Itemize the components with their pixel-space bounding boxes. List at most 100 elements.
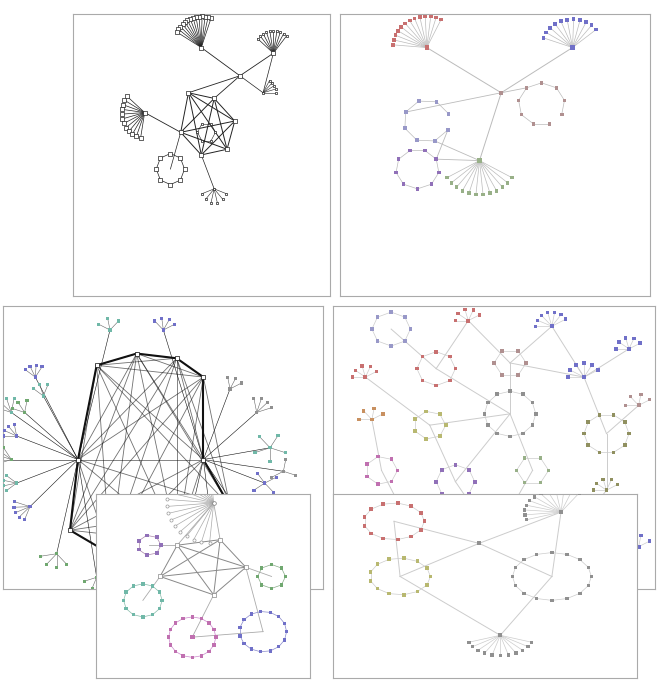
Point xyxy=(155,174,166,185)
Point xyxy=(1,470,12,481)
Point xyxy=(184,576,195,587)
Point xyxy=(636,389,646,400)
Point xyxy=(482,397,493,408)
Point xyxy=(413,517,424,528)
Point xyxy=(206,197,216,208)
Point xyxy=(170,646,181,657)
Point xyxy=(198,454,209,465)
Point xyxy=(523,642,533,652)
Point xyxy=(387,39,398,50)
Point xyxy=(420,145,430,156)
Point xyxy=(495,650,506,661)
Point xyxy=(251,407,262,418)
Point xyxy=(255,432,265,443)
Point xyxy=(519,477,530,488)
Point xyxy=(175,526,185,537)
Point xyxy=(165,148,176,159)
Point xyxy=(158,325,169,336)
Point xyxy=(278,466,288,477)
Point xyxy=(574,517,585,528)
Point xyxy=(206,118,216,129)
Point xyxy=(505,533,515,543)
Point xyxy=(198,372,209,383)
Point xyxy=(188,12,199,23)
Point xyxy=(624,428,634,439)
Point xyxy=(10,496,20,507)
Point xyxy=(464,188,475,199)
Point xyxy=(543,486,553,497)
Point xyxy=(436,14,446,25)
Point xyxy=(543,307,553,318)
Point xyxy=(431,154,442,165)
Point xyxy=(593,364,603,375)
Point xyxy=(636,530,646,541)
Point xyxy=(551,82,562,93)
Point xyxy=(0,449,1,460)
Point xyxy=(372,312,383,323)
Point xyxy=(497,370,508,381)
Point xyxy=(280,447,290,458)
Point xyxy=(581,17,591,28)
Point xyxy=(426,179,437,190)
Point xyxy=(280,454,291,465)
Point xyxy=(556,109,567,120)
Point xyxy=(574,554,585,565)
Point xyxy=(3,421,14,432)
Point xyxy=(187,612,197,622)
Point xyxy=(463,637,474,648)
Point xyxy=(608,447,618,458)
Point xyxy=(386,454,397,464)
Point xyxy=(151,548,162,558)
Point xyxy=(121,91,132,101)
Point xyxy=(209,589,219,601)
Point xyxy=(516,109,527,120)
Point xyxy=(482,419,493,430)
Point xyxy=(281,31,292,42)
Point xyxy=(0,397,5,408)
Point xyxy=(393,25,403,36)
Point xyxy=(175,469,185,479)
Point xyxy=(566,486,577,496)
Point xyxy=(6,407,16,418)
Point xyxy=(495,630,506,641)
Point xyxy=(612,479,623,490)
Point xyxy=(269,80,279,91)
Point xyxy=(507,571,517,582)
Point xyxy=(565,364,576,375)
Point xyxy=(30,372,40,383)
Point xyxy=(373,479,383,490)
Point xyxy=(386,340,397,351)
Point xyxy=(196,650,207,661)
Point xyxy=(151,163,162,174)
Point xyxy=(14,511,24,522)
Point xyxy=(350,365,360,376)
Point xyxy=(416,507,426,518)
Point xyxy=(154,586,165,597)
Point xyxy=(182,464,192,475)
Point xyxy=(154,571,165,582)
Point xyxy=(197,118,207,129)
Point xyxy=(422,580,432,590)
Point xyxy=(390,30,401,41)
Point xyxy=(398,179,409,190)
Point xyxy=(281,627,292,637)
Point xyxy=(359,520,370,531)
Point xyxy=(525,495,535,506)
Point xyxy=(0,475,9,486)
Point xyxy=(243,524,253,535)
Point xyxy=(0,402,1,413)
Point xyxy=(469,476,480,487)
Point xyxy=(170,521,180,532)
Point xyxy=(175,174,185,185)
Point xyxy=(586,20,597,31)
Point xyxy=(378,533,389,544)
Point xyxy=(252,468,263,479)
Point xyxy=(399,589,409,600)
Point xyxy=(372,583,383,594)
Point xyxy=(556,527,567,538)
Point xyxy=(197,136,207,146)
Point xyxy=(65,525,75,536)
Point xyxy=(205,570,215,581)
Point xyxy=(487,650,498,661)
Point xyxy=(1,394,12,405)
